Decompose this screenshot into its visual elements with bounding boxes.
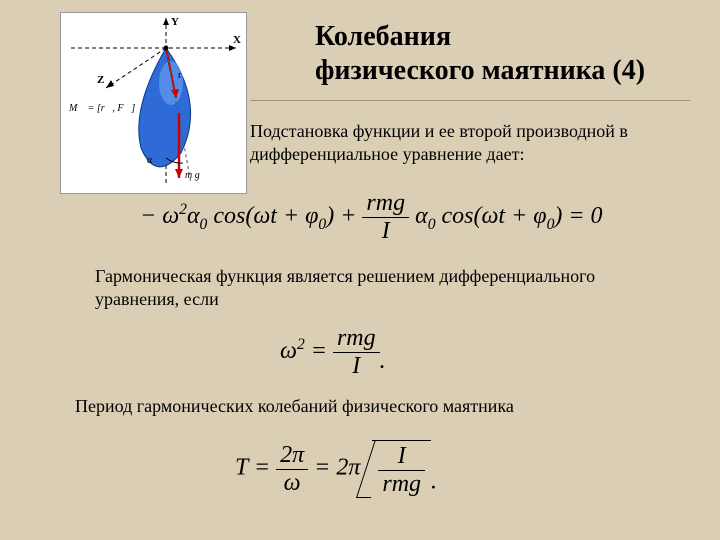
eq1-cos1: cos(ωt + φ — [207, 203, 318, 229]
mg-vector-arrow — [175, 169, 183, 178]
eq1-mid: ) + — [326, 203, 362, 229]
eq2-eq: = — [305, 338, 333, 364]
eq1-exp1: 2 — [179, 201, 187, 218]
paragraph-1: Подстановка функции и ее второй производ… — [250, 120, 670, 165]
eq3-num2: I — [378, 443, 425, 471]
eq2-lhs-exp: 2 — [297, 336, 305, 353]
moment-label: M⃗ = [r⃗, F⃗] — [68, 103, 135, 114]
eq3-frac2: Irmg — [378, 443, 425, 498]
eq1-frac-num: rmg — [362, 190, 409, 218]
eq1-a0-2: α — [415, 203, 428, 229]
eq3-period: . — [431, 469, 437, 495]
title-line-1: Колебания — [315, 21, 451, 52]
alpha-label: α — [147, 155, 153, 166]
eq3-num1: 2π — [276, 442, 308, 470]
pendulum-diagram: X Y Z r m g α — [60, 12, 247, 194]
eq1-frac-den: I — [362, 218, 409, 245]
y-axis-label: Y — [171, 16, 179, 28]
pivot-point — [164, 46, 169, 51]
eq3-sqrt: Irmg — [360, 440, 431, 498]
z-axis-label: Z — [97, 74, 104, 86]
eq1-end: ) = 0 — [554, 203, 602, 229]
eq2-den: I — [333, 353, 380, 380]
mg-label: m g — [185, 170, 200, 181]
eq1-cos2: cos(ωt + φ — [435, 203, 546, 229]
eq3-den1: ω — [276, 470, 308, 497]
slide-title: Колебания физического маятника (4) — [315, 20, 645, 87]
equation-1: − ω2α0 cos(ωt + φ0) + rmgI α0 cos(ωt + φ… — [140, 190, 603, 245]
eq1-prefix: − ω — [140, 203, 179, 229]
eq2-period: . — [380, 348, 386, 374]
title-line-2: физического маятника (4) — [315, 55, 645, 86]
y-axis-arrow — [163, 18, 169, 25]
eq3-T: T = — [235, 455, 276, 481]
z-axis-arrow — [106, 80, 114, 88]
slide: X Y Z r m g α — [0, 0, 720, 540]
paragraph-2: Гармоническая функция является решением … — [95, 265, 655, 310]
x-axis-label: X — [233, 34, 241, 46]
eq2-lhs-base: ω — [280, 338, 297, 364]
eq3-den2: rmg — [378, 471, 425, 498]
eq3-frac1: 2πω — [276, 442, 308, 497]
paragraph-3: Период гармонических колебаний физическо… — [75, 395, 635, 418]
eq1-a0-1: α — [187, 203, 200, 229]
equation-2: ω2 = rmgI. — [280, 325, 386, 380]
pendulum-highlight — [159, 61, 183, 105]
eq3-mid: = 2π — [308, 455, 360, 481]
eq1-frac: rmgI — [362, 190, 409, 245]
title-rule — [250, 100, 690, 101]
eq2-num: rmg — [333, 325, 380, 353]
eq2-frac: rmgI — [333, 325, 380, 380]
equation-3: T = 2πω = 2π Irmg. — [235, 440, 437, 498]
